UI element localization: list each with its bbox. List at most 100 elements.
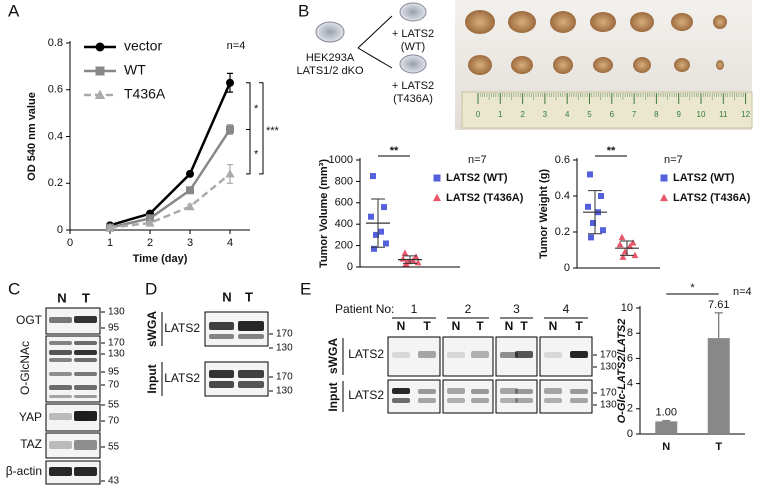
blot [45,432,101,459]
cell-icon [315,21,345,43]
band [418,389,436,394]
x-tick-label: T [715,441,722,453]
bracket [259,82,264,175]
row-label: β-actin [6,464,42,478]
ruler-label: 3 [543,110,548,119]
y-tick-label: 0 [564,262,570,274]
row-label: YAP [19,410,42,424]
band [515,389,533,394]
tumor [468,55,492,75]
band [447,388,465,394]
sd-bar [620,240,634,256]
group-label: Input [326,382,340,411]
annotation: n=7 [468,154,487,166]
band [49,358,72,362]
x-tick-label: N [662,441,670,453]
tumor [593,57,613,73]
y-tick-label: 0.8 [48,37,63,49]
band [209,381,234,388]
ruler-label: 1 [498,110,503,119]
value-label: 7.61 [708,299,729,311]
band [209,370,234,378]
annotation: n=4 [733,286,752,298]
y-axis-title: OD 540 nm value [26,92,38,181]
legend-marker [659,193,669,202]
mw-label: 170 [276,329,293,340]
lane-label: T [520,319,528,333]
patient-label: 3 [513,302,520,316]
blot [442,336,494,377]
band [544,388,562,394]
legend-label: T436A [124,86,166,102]
band [447,352,465,358]
patient-label: 4 [563,302,570,316]
sd-bar [588,190,602,235]
band [49,395,72,398]
band [49,441,72,449]
mw-label: 130 [108,349,125,360]
y-tick-label: 0.6 [555,154,570,166]
legend-marker [432,193,442,202]
marker [226,78,234,87]
marker [186,169,194,178]
ruler-label: 2 [520,110,525,119]
diagram-label: + LATS2 [392,28,434,40]
y-axis-title: O-Glc-LATS2/LATS2 [616,319,628,424]
marker [226,125,234,134]
arrow [357,47,393,69]
lane-label: N [222,289,231,304]
band [49,317,72,323]
band [49,385,72,390]
annotation: * [254,103,259,115]
row-label: LATS2 [164,321,200,335]
mw-label: 130 [108,307,125,318]
tumor [671,13,693,31]
mw-label: 70 [108,380,120,391]
cell-icon [399,2,427,22]
mw-label: 130 [600,362,617,373]
sd-bar [403,255,417,264]
lane-label: T [423,319,431,333]
band [74,341,97,345]
y-axis-title: Tumor Volume (mm³) [318,159,330,268]
blot [387,379,441,414]
mw-label: 55 [108,442,120,453]
arrow [357,15,393,49]
blot [442,379,494,414]
band [570,351,588,358]
marker [585,203,591,210]
legend-marker [94,89,106,100]
marker [378,228,384,235]
band [392,398,410,403]
marker [373,231,379,238]
sd-bar [371,198,385,248]
lane-label: T [476,319,484,333]
marker [631,251,639,259]
y-tick-label: 10 [621,302,633,314]
band [544,398,562,403]
marker [185,201,195,211]
mw-label: 130 [276,386,293,397]
band [500,388,518,394]
ruler [461,91,753,129]
band [471,389,489,394]
band [544,352,562,358]
tumor [674,58,690,72]
ruler-label: 4 [565,110,570,119]
mw-label: 170 [600,350,617,361]
mw-label: 130 [276,343,293,354]
diagram-label: LATS1/2 dKO [296,65,363,77]
patient-label: 2 [465,302,472,316]
tumor [550,11,576,33]
tumor [713,15,727,29]
panel-letter: A [8,1,20,20]
band [49,350,72,355]
band [447,398,465,403]
band [74,467,97,476]
blot [495,379,538,414]
value-label: 1.00 [656,407,677,419]
panel-letter: C [8,279,20,298]
band [74,395,97,398]
lane-label: T [575,319,583,333]
